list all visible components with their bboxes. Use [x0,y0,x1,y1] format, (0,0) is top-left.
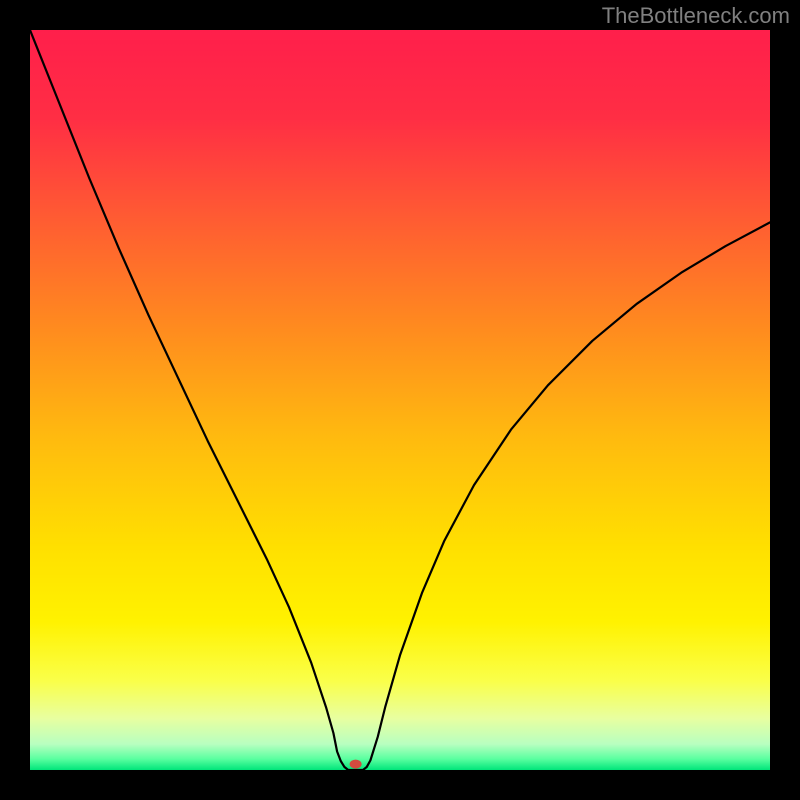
watermark-text: TheBottleneck.com [602,3,790,29]
chart-frame: TheBottleneck.com [0,0,800,800]
bottleneck-chart [30,30,770,770]
optimum-marker [350,760,362,769]
